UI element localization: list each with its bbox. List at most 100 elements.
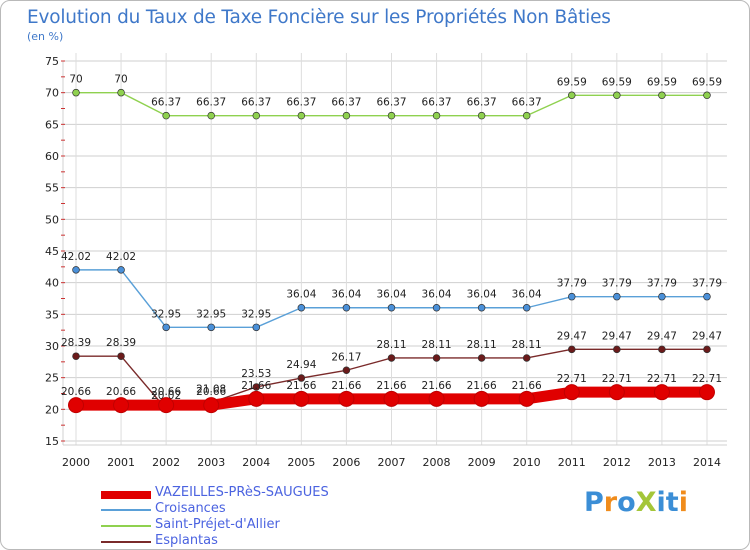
data-point-esplantas	[297, 374, 306, 382]
data-point-vazeilles-pr-s-saugues	[518, 390, 535, 407]
data-point-saint-pr-jet-d-allier	[342, 111, 351, 120]
data-label-croisances: 42.02	[106, 251, 136, 263]
data-label-vazeilles-pr-s-saugues: 22.71	[602, 373, 632, 385]
data-label-vazeilles-pr-s-saugues: 21.66	[512, 380, 542, 392]
data-point-saint-pr-jet-d-allier	[432, 111, 441, 120]
data-point-esplantas	[658, 345, 666, 354]
data-point-saint-pr-jet-d-allier	[613, 91, 621, 100]
x-tick-label-2000: 2000	[62, 456, 90, 469]
y-tick-label-65: 65	[45, 118, 59, 131]
y-tick-label-50: 50	[45, 213, 59, 226]
data-label-croisances: 36.04	[512, 289, 542, 301]
data-label-saint-pr-jet-d-allier: 66.37	[196, 97, 226, 109]
data-label-croisances: 32.95	[196, 308, 226, 320]
data-label-vazeilles-pr-s-saugues: 21.66	[467, 380, 497, 392]
data-label-vazeilles-pr-s-saugues: 20.66	[151, 386, 181, 398]
data-label-vazeilles-pr-s-saugues: 21.66	[376, 380, 406, 392]
data-label-croisances: 36.04	[331, 289, 361, 301]
data-label-esplantas: 28.11	[376, 339, 406, 351]
legend-swatch-vazeilles-pr-s-saugues	[101, 491, 151, 499]
data-label-saint-pr-jet-d-allier: 66.37	[512, 97, 542, 109]
data-label-croisances: 36.04	[286, 289, 316, 301]
y-tick-label-40: 40	[45, 277, 59, 290]
data-point-vazeilles-pr-s-saugues	[608, 384, 625, 401]
data-label-esplantas: 28.11	[467, 339, 497, 351]
y-tick-label-35: 35	[45, 308, 59, 321]
x-tick-label-2006: 2006	[332, 456, 360, 469]
data-label-saint-pr-jet-d-allier: 66.37	[286, 97, 316, 109]
data-label-saint-pr-jet-d-allier: 69.59	[692, 76, 722, 88]
data-label-saint-pr-jet-d-allier: 66.37	[376, 97, 406, 109]
data-point-esplantas	[477, 354, 486, 362]
y-tick-label-15: 15	[45, 435, 59, 448]
data-point-saint-pr-jet-d-allier	[252, 111, 261, 120]
data-label-vazeilles-pr-s-saugues: 21.66	[241, 380, 271, 392]
data-point-vazeilles-pr-s-saugues	[203, 397, 220, 414]
data-label-saint-pr-jet-d-allier: 70	[114, 74, 127, 86]
legend-swatch-esplantas	[101, 541, 151, 543]
data-point-saint-pr-jet-d-allier	[703, 91, 711, 100]
data-point-croisances	[703, 292, 711, 301]
data-label-saint-pr-jet-d-allier: 70	[69, 74, 82, 86]
data-label-esplantas: 28.39	[61, 337, 91, 349]
data-label-esplantas: 28.11	[512, 339, 542, 351]
data-label-esplantas: 21.08	[196, 383, 226, 395]
x-tick-label-2003: 2003	[197, 456, 225, 469]
legend-label-saint-pr-jet-d-allier: Saint-Préjet-d'Allier	[155, 517, 280, 532]
data-point-croisances	[568, 292, 576, 301]
data-label-esplantas: 29.47	[692, 330, 722, 342]
data-point-esplantas	[703, 345, 711, 354]
data-point-esplantas	[387, 354, 396, 362]
data-label-croisances: 37.79	[557, 278, 587, 290]
data-point-vazeilles-pr-s-saugues	[113, 397, 130, 414]
data-label-vazeilles-pr-s-saugues: 20.66	[196, 386, 226, 398]
data-point-croisances	[117, 266, 125, 274]
data-label-esplantas: 29.47	[602, 330, 632, 342]
data-label-vazeilles-pr-s-saugues: 21.66	[422, 380, 452, 392]
data-label-croisances: 37.79	[692, 278, 722, 290]
data-label-saint-pr-jet-d-allier: 66.37	[422, 97, 452, 109]
data-label-vazeilles-pr-s-saugues: 22.71	[557, 373, 587, 385]
data-label-saint-pr-jet-d-allier: 66.37	[467, 97, 497, 109]
data-label-croisances: 42.02	[61, 251, 91, 263]
data-label-esplantas: 28.11	[422, 339, 452, 351]
legend-label-vazeilles-pr-s-saugues: VAZEILLES-PRèS-SAUGUES	[155, 485, 329, 500]
data-label-saint-pr-jet-d-allier: 69.59	[602, 76, 632, 88]
data-point-croisances	[72, 266, 80, 274]
data-point-esplantas	[568, 345, 576, 354]
x-tick-label-2011: 2011	[558, 456, 586, 469]
data-label-vazeilles-pr-s-saugues: 21.66	[286, 380, 316, 392]
data-point-vazeilles-pr-s-saugues	[698, 384, 715, 401]
data-point-saint-pr-jet-d-allier	[297, 111, 306, 120]
data-label-saint-pr-jet-d-allier: 66.37	[241, 97, 271, 109]
data-label-croisances: 36.04	[467, 289, 497, 301]
data-label-croisances: 32.95	[151, 308, 181, 320]
data-point-croisances	[162, 323, 170, 332]
x-tick-label-2005: 2005	[287, 456, 315, 469]
data-point-saint-pr-jet-d-allier	[207, 111, 215, 120]
legend-swatch-croisances	[101, 509, 151, 511]
y-tick-label-20: 20	[45, 403, 59, 416]
data-point-saint-pr-jet-d-allier	[162, 111, 170, 120]
data-label-saint-pr-jet-d-allier: 69.59	[557, 76, 587, 88]
data-point-vazeilles-pr-s-saugues	[653, 384, 670, 401]
x-tick-label-2012: 2012	[603, 456, 631, 469]
data-point-vazeilles-pr-s-saugues	[248, 390, 265, 407]
data-label-esplantas: 29.47	[647, 330, 677, 342]
y-tick-label-45: 45	[45, 245, 59, 258]
x-tick-label-2009: 2009	[468, 456, 496, 469]
data-point-saint-pr-jet-d-allier	[72, 88, 80, 97]
data-label-croisances: 37.79	[647, 278, 677, 290]
y-tick-label-30: 30	[45, 340, 59, 353]
unit-label: (en %)	[27, 30, 64, 43]
data-point-saint-pr-jet-d-allier	[568, 91, 576, 100]
data-point-croisances	[658, 292, 666, 301]
x-tick-label-2007: 2007	[377, 456, 405, 469]
data-label-esplantas: 20.02	[151, 390, 181, 402]
data-point-esplantas	[342, 366, 351, 375]
data-label-saint-pr-jet-d-allier: 69.59	[647, 76, 677, 88]
data-point-vazeilles-pr-s-saugues	[68, 397, 84, 414]
data-label-vazeilles-pr-s-saugues: 20.66	[61, 386, 91, 398]
data-label-vazeilles-pr-s-saugues: 22.71	[692, 373, 722, 385]
